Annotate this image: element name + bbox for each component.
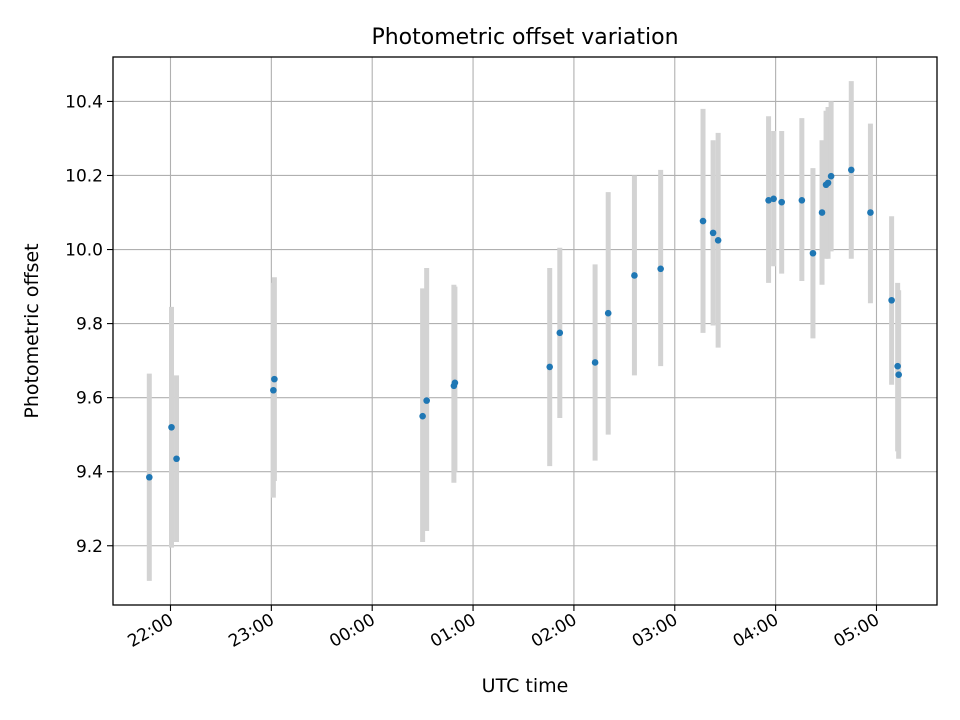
data-point [888,296,895,304]
data-point [714,236,722,244]
data-point [173,455,180,463]
y-tick-label: 10.4 [65,92,103,112]
y-tick-label: 9.4 [76,463,103,483]
y-tick-label: 9.6 [76,389,103,409]
data-point [604,309,612,317]
data-point [847,166,855,174]
data-point [894,362,901,370]
data-point [709,229,717,237]
data-point [824,179,832,187]
data-point [146,473,153,481]
data-point [778,198,785,206]
data-point [423,397,430,404]
y-axis-label: Photometric offset [21,243,43,418]
x-tick-label: 02:00 [528,610,580,652]
data-point [827,172,835,180]
x-tick-label: 23:00 [225,610,277,652]
data-point [818,209,826,216]
data-point [770,195,777,203]
x-tick-label: 05:00 [831,610,883,652]
axes-frame [112,56,938,606]
data-point [168,423,175,431]
data-point [270,386,277,394]
data-point [657,265,664,273]
x-axis-label: UTC time [482,675,569,697]
chart-title: Photometric offset variation [371,25,678,50]
data-point [556,329,564,337]
data-point [699,217,707,225]
error-bars [146,81,902,581]
data-point [591,359,599,366]
data-point [546,363,554,371]
x-tick-label: 22:00 [125,610,177,652]
data-point [451,379,459,387]
data-point [867,209,874,216]
data-points [146,166,902,481]
data-point [271,375,278,383]
data-point [419,412,426,420]
grid-lines [113,57,937,605]
x-tick-label: 01:00 [427,610,479,652]
x-tick-label: 03:00 [629,610,681,652]
data-point [631,272,638,279]
data-point [798,196,806,204]
x-tick-label: 04:00 [730,610,782,652]
data-point [809,249,817,257]
y-tick-label: 10.2 [65,166,103,186]
data-point [895,371,902,378]
axis-ticks: 9.2 9.4 9.6 9.8 10.0 10.2 10.4 22:00 23:00 00:00 0… [65,92,883,651]
y-tick-label: 9.8 [76,315,103,335]
x-tick-label: 00:00 [326,610,378,652]
y-tick-label: 9.2 [76,537,103,557]
data-point [765,196,772,204]
y-tick-label: 10.0 [65,241,103,261]
